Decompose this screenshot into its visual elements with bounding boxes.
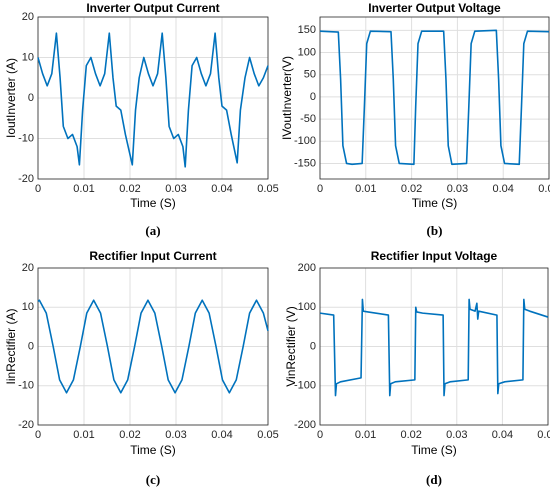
y-tick-label: 0 [310, 91, 316, 103]
chart-title: Inverter Output Voltage [368, 1, 501, 15]
y-tick-label: 20 [22, 262, 34, 274]
x-tick-label: 0.05 [257, 429, 278, 441]
y-tick-label: -10 [18, 132, 34, 144]
y-tick-label: -20 [18, 173, 34, 185]
y-tick-label: 200 [298, 262, 316, 274]
axes-box [319, 16, 550, 180]
x-axis-label: Time (S) [130, 196, 176, 210]
x-axis-label: Time (S) [130, 443, 176, 457]
axes-box [37, 267, 269, 426]
y-tick-label: 150 [298, 24, 316, 36]
x-tick-label: 0.02 [401, 183, 422, 195]
x-tick-label: 0 [317, 183, 323, 195]
plot-area [320, 17, 549, 179]
y-tick-label: -150 [294, 157, 316, 169]
panel-caption: (d) [426, 472, 442, 487]
x-tick-label: 0.03 [165, 429, 186, 441]
y-tick-label: -50 [300, 113, 316, 125]
y-tick-label: -100 [294, 380, 316, 392]
panel-caption: (a) [145, 223, 160, 238]
chart-title: Rectifier Input Current [89, 249, 216, 263]
y-axis-label: IoutInverter (A) [4, 58, 18, 138]
x-tick-label: 0 [317, 429, 323, 441]
y-tick-label: 100 [298, 301, 316, 313]
y-tick-label: 0 [28, 92, 34, 104]
x-tick-label: 0.04 [211, 183, 232, 195]
x-axis-label: Time (S) [412, 196, 458, 210]
y-tick-label: 10 [22, 51, 34, 63]
y-axis-label: IinRectifier (A) [4, 308, 18, 384]
y-tick-label: 20 [22, 11, 34, 23]
x-axis-label: Time (S) [411, 443, 457, 457]
axes-box [319, 267, 549, 426]
data-line [37, 32, 269, 168]
y-tick-label: 50 [304, 69, 316, 81]
y-axis-label: VinRectifier (V) [284, 306, 298, 386]
y-tick-label: -100 [294, 135, 316, 147]
y-axis-label: IVoutInverter(V) [280, 56, 294, 140]
y-tick-label: 100 [298, 46, 316, 58]
panel-caption: (b) [427, 223, 443, 238]
x-tick-label: 0.01 [73, 183, 94, 195]
x-tick-label: 0.03 [447, 183, 468, 195]
x-tick-label: 0.04 [492, 183, 513, 195]
y-tick-label: 10 [22, 301, 34, 313]
data-line [37, 299, 269, 394]
chart-title: Rectifier Input Voltage [371, 249, 498, 263]
axes-box [37, 16, 269, 180]
x-tick-label: 0 [35, 183, 41, 195]
x-tick-label: 0.05 [537, 429, 550, 441]
x-tick-label: 0 [35, 429, 41, 441]
y-tick-label: 0 [310, 340, 316, 352]
chart-title: Inverter Output Current [86, 1, 219, 15]
y-tick-label: 0 [28, 340, 34, 352]
x-tick-label: 0.04 [211, 429, 232, 441]
x-tick-label: 0.01 [73, 429, 94, 441]
x-tick-label: 0.05 [257, 183, 278, 195]
y-tick-label: -20 [18, 419, 34, 431]
x-tick-label: 0.01 [355, 183, 376, 195]
x-tick-label: 0.05 [538, 183, 550, 195]
x-tick-label: 0.01 [355, 429, 376, 441]
x-tick-label: 0.02 [400, 429, 421, 441]
x-tick-label: 0.03 [165, 183, 186, 195]
data-line [319, 298, 549, 397]
x-tick-label: 0.03 [446, 429, 467, 441]
x-tick-label: 0.02 [119, 429, 140, 441]
x-tick-label: 0.02 [119, 183, 140, 195]
data-line [319, 29, 550, 166]
y-tick-label: -10 [18, 380, 34, 392]
x-tick-label: 0.04 [492, 429, 513, 441]
panel-caption: (c) [146, 472, 160, 487]
y-tick-label: -200 [294, 419, 316, 431]
